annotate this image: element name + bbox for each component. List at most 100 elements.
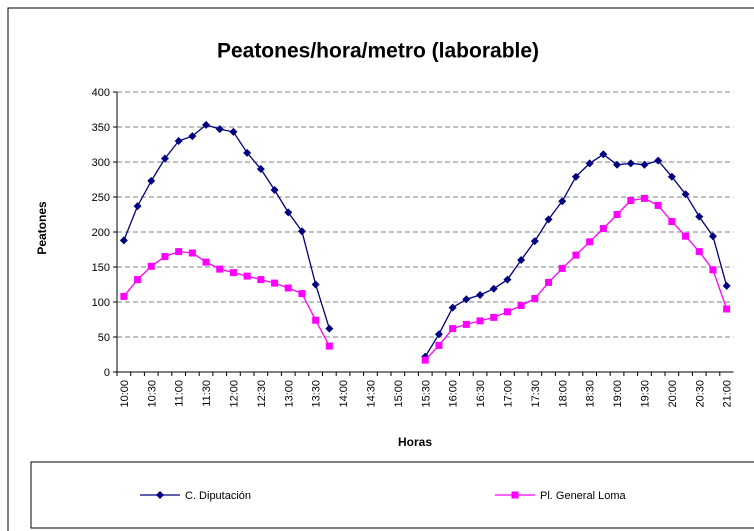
data-point: [229, 127, 238, 136]
x-tick-label: 19:30: [639, 380, 651, 408]
legend-label: C. Diputación: [185, 490, 251, 502]
data-point: [586, 238, 594, 246]
data-point: [654, 201, 662, 209]
chart-title: Peatones/hora/metro (laborable): [217, 40, 539, 63]
data-point: [558, 197, 567, 206]
data-point: [134, 276, 142, 284]
data-point: [284, 284, 292, 292]
data-point: [119, 236, 128, 245]
data-point: [640, 160, 649, 169]
data-point: [681, 190, 690, 199]
data-point: [174, 137, 183, 145]
data-point: [476, 317, 484, 325]
y-tick-label: 100: [92, 297, 110, 309]
data-point: [462, 295, 471, 304]
data-point: [654, 156, 663, 165]
chart-frame: [7, 7, 754, 531]
data-point: [215, 125, 224, 134]
data-point: [161, 253, 169, 260]
x-tick-label: 12:30: [256, 380, 268, 408]
x-tick-label: 14:30: [365, 380, 377, 408]
data-point: [147, 262, 155, 270]
data-point: [722, 281, 731, 290]
y-tick-label: 150: [92, 262, 110, 274]
data-point: [599, 225, 607, 232]
legend-box: [30, 461, 754, 529]
x-tick-label: 15:30: [420, 380, 432, 408]
data-point: [449, 325, 457, 333]
data-point: [490, 313, 498, 321]
data-point: [613, 160, 622, 169]
data-point: [202, 258, 210, 266]
data-point: [517, 302, 525, 309]
x-tick-label: 16:00: [448, 380, 460, 408]
data-point: [544, 215, 553, 224]
data-point: [462, 320, 470, 328]
data-point: [489, 284, 498, 293]
x-tick-label: 17:30: [530, 380, 542, 408]
data-point: [175, 248, 183, 256]
x-tick-label: 19:00: [612, 380, 624, 408]
data-point: [709, 266, 717, 274]
data-point: [202, 120, 211, 129]
legend-label: Pl. General Loma: [540, 490, 626, 502]
x-tick-label: 20:30: [694, 380, 706, 408]
data-point: [668, 218, 676, 225]
x-tick-label: 14:00: [338, 380, 350, 408]
x-tick-label: 15:00: [393, 380, 405, 408]
data-point: [585, 159, 594, 168]
data-point: [530, 237, 539, 246]
data-point: [448, 303, 457, 312]
data-point: [216, 265, 224, 273]
x-tick-label: 12:00: [228, 380, 240, 408]
y-tick-label: 350: [92, 122, 110, 134]
data-point: [545, 278, 553, 286]
data-point: [503, 275, 512, 284]
data-point: [243, 148, 252, 157]
x-tick-label: 13:00: [283, 380, 295, 408]
x-tick-label: 11:30: [201, 380, 213, 407]
data-point: [599, 150, 608, 159]
x-tick-label: 16:30: [475, 380, 487, 408]
x-tick-label: 20:00: [667, 380, 679, 408]
data-point: [531, 295, 539, 302]
legend-marker: [156, 491, 164, 499]
data-point: [133, 202, 142, 211]
x-tick-label: 10:00: [119, 380, 131, 408]
data-point: [147, 176, 156, 185]
legend-marker: [511, 491, 519, 499]
data-point: [421, 356, 429, 364]
x-tick-label: 10:30: [146, 380, 158, 408]
data-point: [613, 211, 621, 218]
data-point: [558, 264, 566, 272]
data-point: [243, 272, 251, 280]
data-point: [695, 248, 703, 256]
y-tick-label: 250: [92, 192, 110, 204]
data-point: [571, 172, 580, 181]
data-point: [271, 279, 279, 287]
data-point: [297, 227, 306, 236]
data-point: [435, 341, 443, 349]
data-point: [188, 249, 196, 257]
x-tick-label: 11:00: [174, 380, 186, 407]
x-tick-label: 21:00: [722, 380, 734, 408]
x-tick-label: 13:30: [311, 380, 323, 408]
data-point: [311, 280, 320, 289]
x-tick-label: 18:00: [557, 380, 569, 408]
x-tick-label: 17:00: [502, 380, 514, 408]
data-point: [298, 290, 306, 298]
data-point: [257, 276, 265, 284]
y-tick-label: 0: [104, 367, 110, 379]
data-point: [325, 324, 334, 333]
data-point: [229, 269, 237, 277]
x-axis-label: Horas: [398, 435, 432, 449]
data-point: [312, 316, 320, 324]
data-point: [503, 308, 511, 316]
data-point: [284, 208, 293, 217]
y-tick-label: 400: [92, 87, 110, 99]
data-point: [120, 292, 128, 300]
data-point: [256, 165, 265, 173]
data-point: [434, 330, 443, 339]
data-point: [626, 159, 635, 168]
x-tick-label: 18:30: [585, 380, 597, 408]
